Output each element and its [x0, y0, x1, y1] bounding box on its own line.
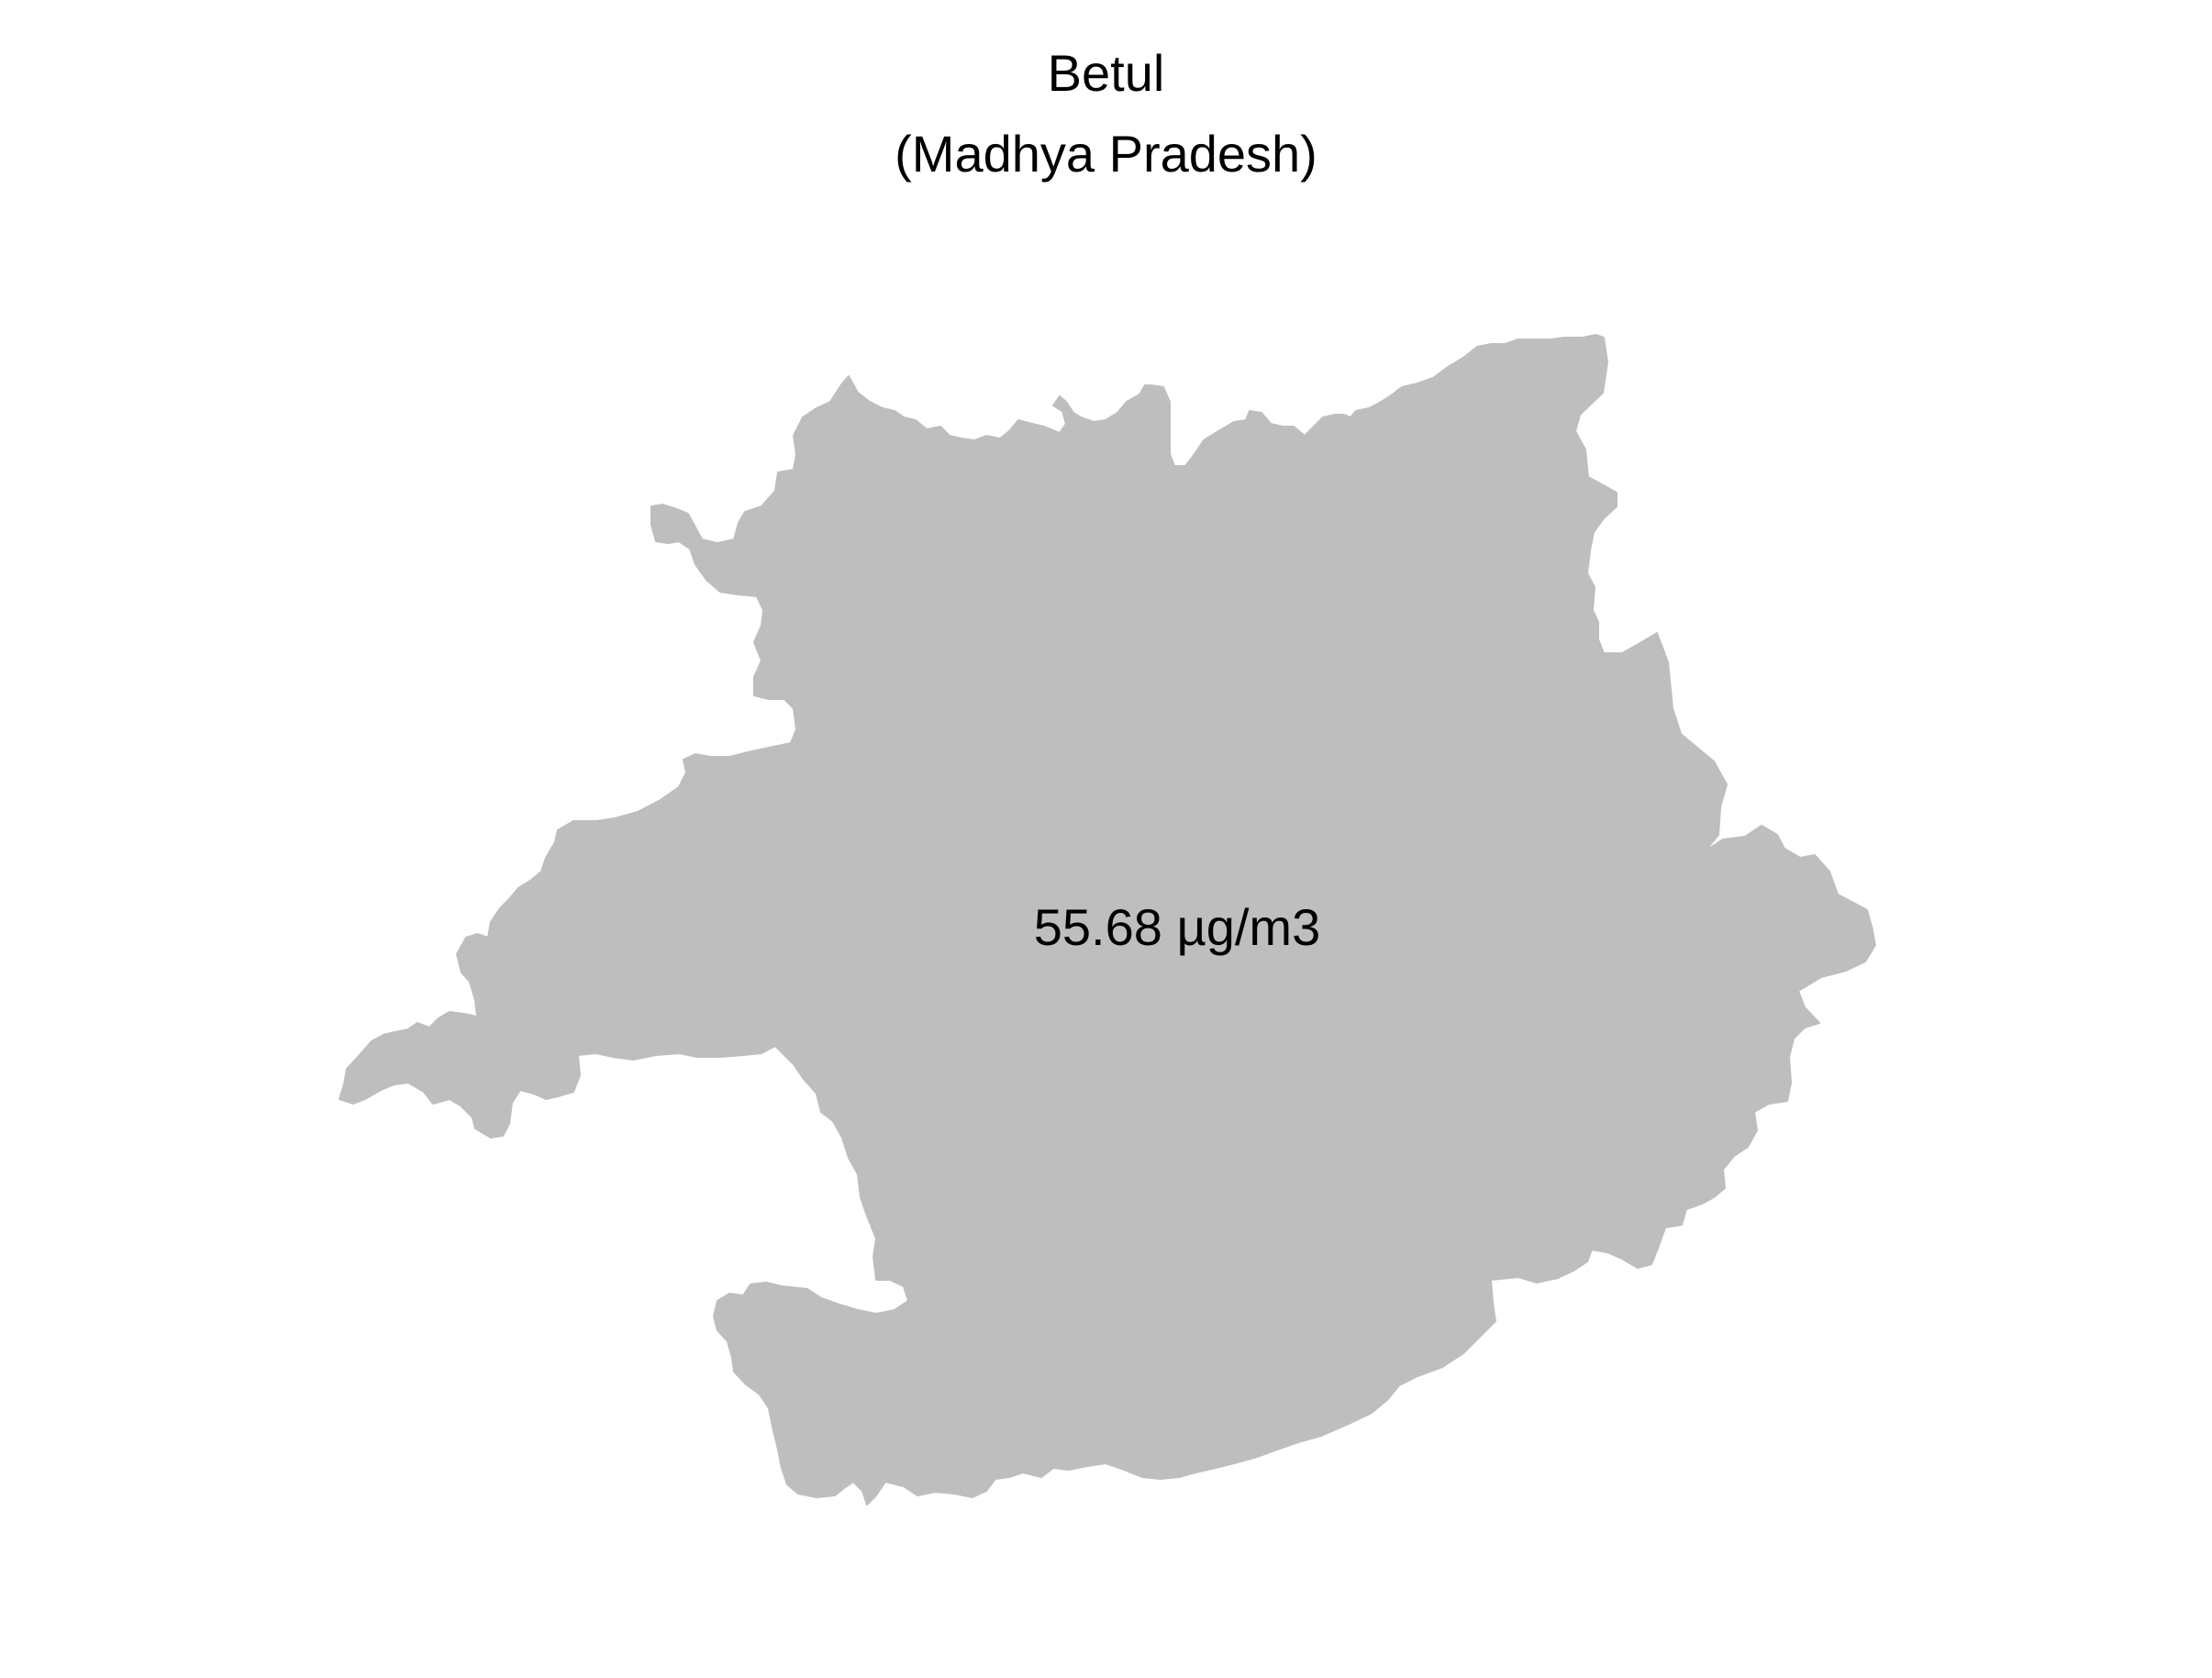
map-title: Betul [1047, 44, 1165, 102]
map-subtitle: (Madhya Pradesh) [895, 125, 1317, 183]
pm25-value-label: 55.68 µg/m3 [1034, 898, 1320, 956]
district-boundary-betul [339, 334, 1876, 1506]
